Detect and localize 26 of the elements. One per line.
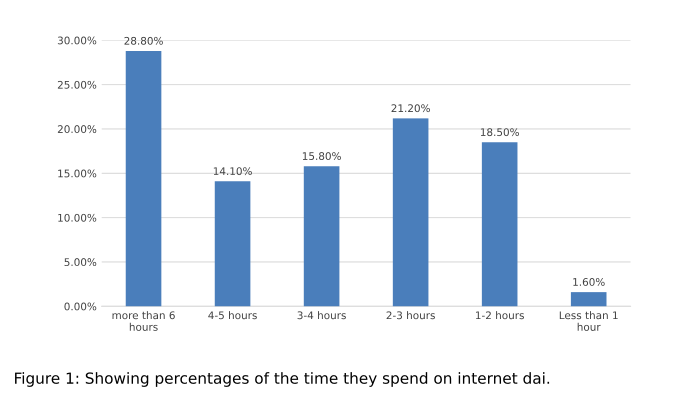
y-tick-label: 5.00% xyxy=(64,258,96,266)
data-label: 1.60% xyxy=(573,278,605,286)
data-label: 15.80% xyxy=(302,152,341,160)
data-label: 21.20% xyxy=(392,104,430,112)
y-tick-label: 25.00% xyxy=(58,80,96,89)
y-tick-label: 10.00% xyxy=(58,214,96,222)
bar xyxy=(304,166,340,306)
x-tick-label: 4-5 hours xyxy=(208,311,257,320)
bar xyxy=(214,181,250,306)
y-tick-label: 30.00% xyxy=(58,36,96,44)
caption: Figure 1: Showing percentages of the time they spend on internet dai. xyxy=(15,372,550,387)
data-label: 28.80% xyxy=(124,36,163,45)
x-tick-label: Less than 1 hour xyxy=(560,311,618,331)
y-tick-label: 0.00% xyxy=(64,302,96,310)
y-tick-label: 15.00% xyxy=(58,170,96,178)
bar xyxy=(482,142,518,306)
data-label: 18.50% xyxy=(480,128,519,136)
y-tick-label: 20.00% xyxy=(58,125,96,134)
bar xyxy=(570,292,606,306)
bar xyxy=(392,118,428,306)
x-tick-label: more than 6 hours xyxy=(112,311,175,331)
x-tick-label: 2-3 hours xyxy=(386,311,435,320)
x-tick-label: 3-4 hours xyxy=(298,311,346,320)
x-tick-label: 1-2 hours xyxy=(476,311,524,320)
bar xyxy=(126,50,162,306)
data-label: 14.10% xyxy=(214,167,252,176)
